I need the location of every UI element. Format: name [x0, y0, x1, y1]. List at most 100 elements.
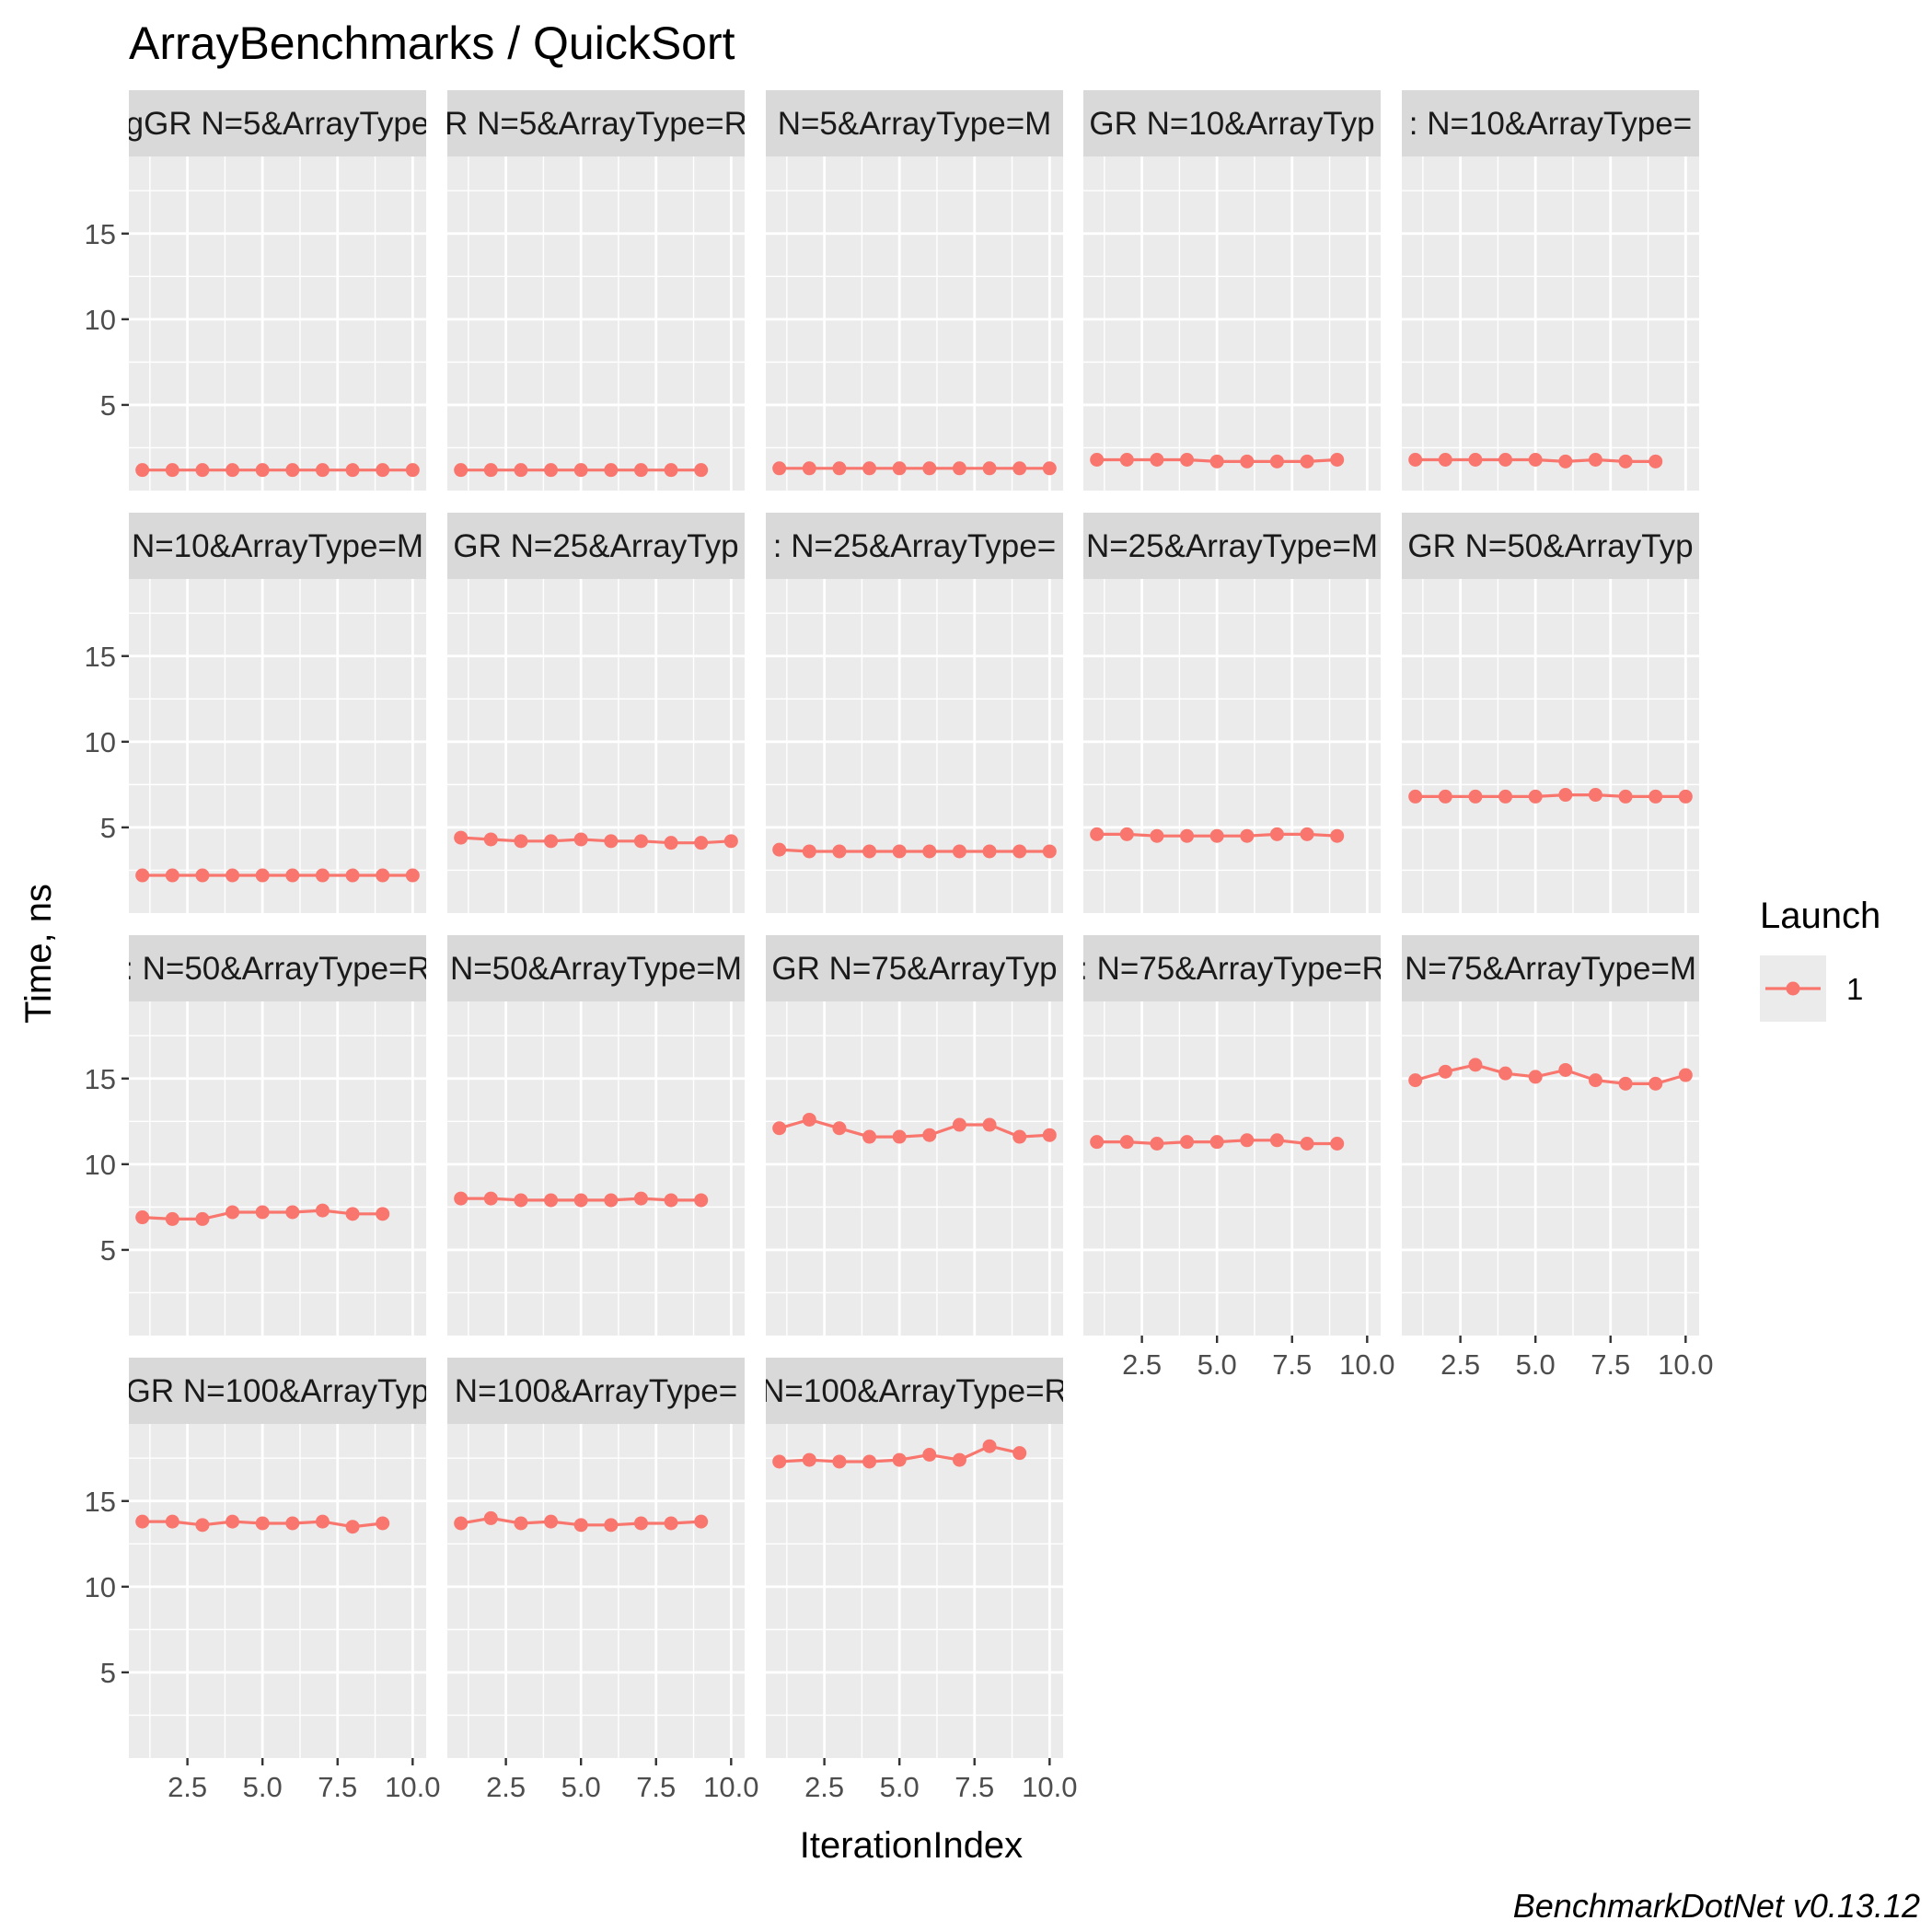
data-point: [802, 844, 816, 859]
data-point: [952, 461, 966, 476]
data-point: [195, 868, 210, 883]
data-point: [1498, 1066, 1513, 1081]
data-point: [165, 1514, 179, 1529]
data-point: [255, 1516, 270, 1531]
x-tick-label: 7.5: [1272, 1348, 1312, 1381]
data-point: [694, 836, 709, 850]
data-point: [514, 463, 528, 478]
data-point: [165, 463, 179, 478]
facet-panel: N=100&ArrayType= 2.5 5.0 7.5 10.0: [447, 1358, 758, 1803]
data-point: [255, 1205, 270, 1220]
data-point: [604, 834, 619, 849]
facet-strip-label: GR N=100&ArrayTyp: [126, 1373, 430, 1409]
data-point: [1678, 789, 1693, 804]
data-point: [1498, 789, 1513, 804]
x-tick-label: 10.0: [1339, 1348, 1394, 1381]
data-point: [345, 463, 360, 478]
facet-strip-label: : N=50&ArrayType=R: [124, 951, 431, 987]
data-point: [483, 1510, 498, 1525]
series-line: [779, 848, 1050, 853]
data-point: [315, 1203, 330, 1218]
data-point: [1209, 828, 1224, 843]
facet-strip-label: GR N=10&ArrayTyp: [1089, 106, 1374, 142]
data-point: [345, 868, 360, 883]
data-point: [723, 834, 738, 849]
panel-background: [766, 1424, 1063, 1758]
data-point: [694, 1514, 709, 1529]
x-tick-label: 2.5: [168, 1771, 207, 1803]
legend-title: Launch: [1760, 896, 1880, 936]
facet-strip-label: : N=10&ArrayType=: [1409, 106, 1692, 142]
data-point: [832, 1121, 847, 1136]
caption: BenchmarkDotNet v0.13.12: [1513, 1887, 1920, 1925]
data-point: [1438, 1064, 1452, 1079]
data-point: [1528, 452, 1543, 467]
y-tick-label: 10: [85, 1571, 116, 1603]
data-point: [633, 834, 648, 849]
data-point: [1558, 454, 1573, 469]
y-tick-label: 5: [100, 389, 116, 422]
y-tick-label: 10: [85, 1149, 116, 1181]
data-point: [285, 1516, 300, 1531]
data-point: [514, 1193, 528, 1208]
data-point: [1330, 1137, 1345, 1151]
data-point: [1090, 827, 1105, 841]
data-point: [376, 1207, 390, 1221]
data-point: [135, 1514, 150, 1529]
facet-strip: [1402, 513, 1699, 579]
facet-strip-label: N=100&ArrayType=R: [761, 1373, 1068, 1409]
data-point: [1150, 452, 1164, 467]
facet-panel: : N=75&ArrayType=R 2.5 5.0 7.5 10.0: [1083, 935, 1394, 1381]
x-tick-label: 7.5: [318, 1771, 357, 1803]
data-point: [1438, 452, 1452, 467]
facet-panel: gGR N=5&ArrayType 5 10 15: [85, 90, 426, 491]
data-point: [922, 1448, 937, 1463]
facet-strip-label: N=100&ArrayType=: [455, 1373, 737, 1409]
data-point: [1558, 1062, 1573, 1077]
data-point: [892, 844, 907, 859]
data-point: [802, 461, 816, 476]
data-point: [694, 1193, 709, 1208]
y-tick-label: 10: [85, 304, 116, 336]
facet-strip: [129, 935, 426, 1001]
legend-key-point: [1786, 981, 1800, 996]
data-point: [573, 1193, 588, 1208]
facet-strip: [447, 935, 745, 1001]
data-point: [1649, 454, 1663, 469]
facet-strip: [766, 935, 1063, 1001]
data-point: [285, 868, 300, 883]
data-point: [892, 461, 907, 476]
data-point: [285, 1205, 300, 1220]
panel-background: [1402, 579, 1699, 913]
data-point: [1269, 454, 1284, 469]
data-point: [664, 1516, 678, 1531]
panel-background: [447, 1001, 745, 1336]
data-point: [1012, 1446, 1027, 1461]
y-tick-label: 10: [85, 726, 116, 758]
data-point: [922, 461, 937, 476]
facet-strip: [766, 1358, 1063, 1424]
data-point: [1408, 452, 1423, 467]
data-point: [573, 832, 588, 847]
data-point: [772, 1121, 787, 1136]
legend: Launch 1: [1760, 896, 1880, 1022]
data-point: [1588, 788, 1602, 803]
data-point: [345, 1207, 360, 1221]
x-tick-label: 2.5: [1122, 1348, 1162, 1381]
data-point: [664, 463, 678, 478]
data-point: [664, 836, 678, 850]
data-point: [892, 1129, 907, 1144]
data-point: [1119, 1135, 1134, 1150]
data-point: [1150, 1137, 1164, 1151]
data-point: [1588, 1073, 1602, 1088]
panel-background: [766, 156, 1063, 491]
data-point: [1240, 454, 1255, 469]
panel-background: [447, 156, 745, 491]
data-point: [772, 842, 787, 857]
data-point: [1468, 789, 1483, 804]
data-point: [544, 1514, 559, 1529]
data-point: [1012, 844, 1027, 859]
data-point: [345, 1520, 360, 1534]
facet-strip-label: GR N=25&ArrayTyp: [453, 528, 738, 564]
facet-strip: [1083, 513, 1381, 579]
